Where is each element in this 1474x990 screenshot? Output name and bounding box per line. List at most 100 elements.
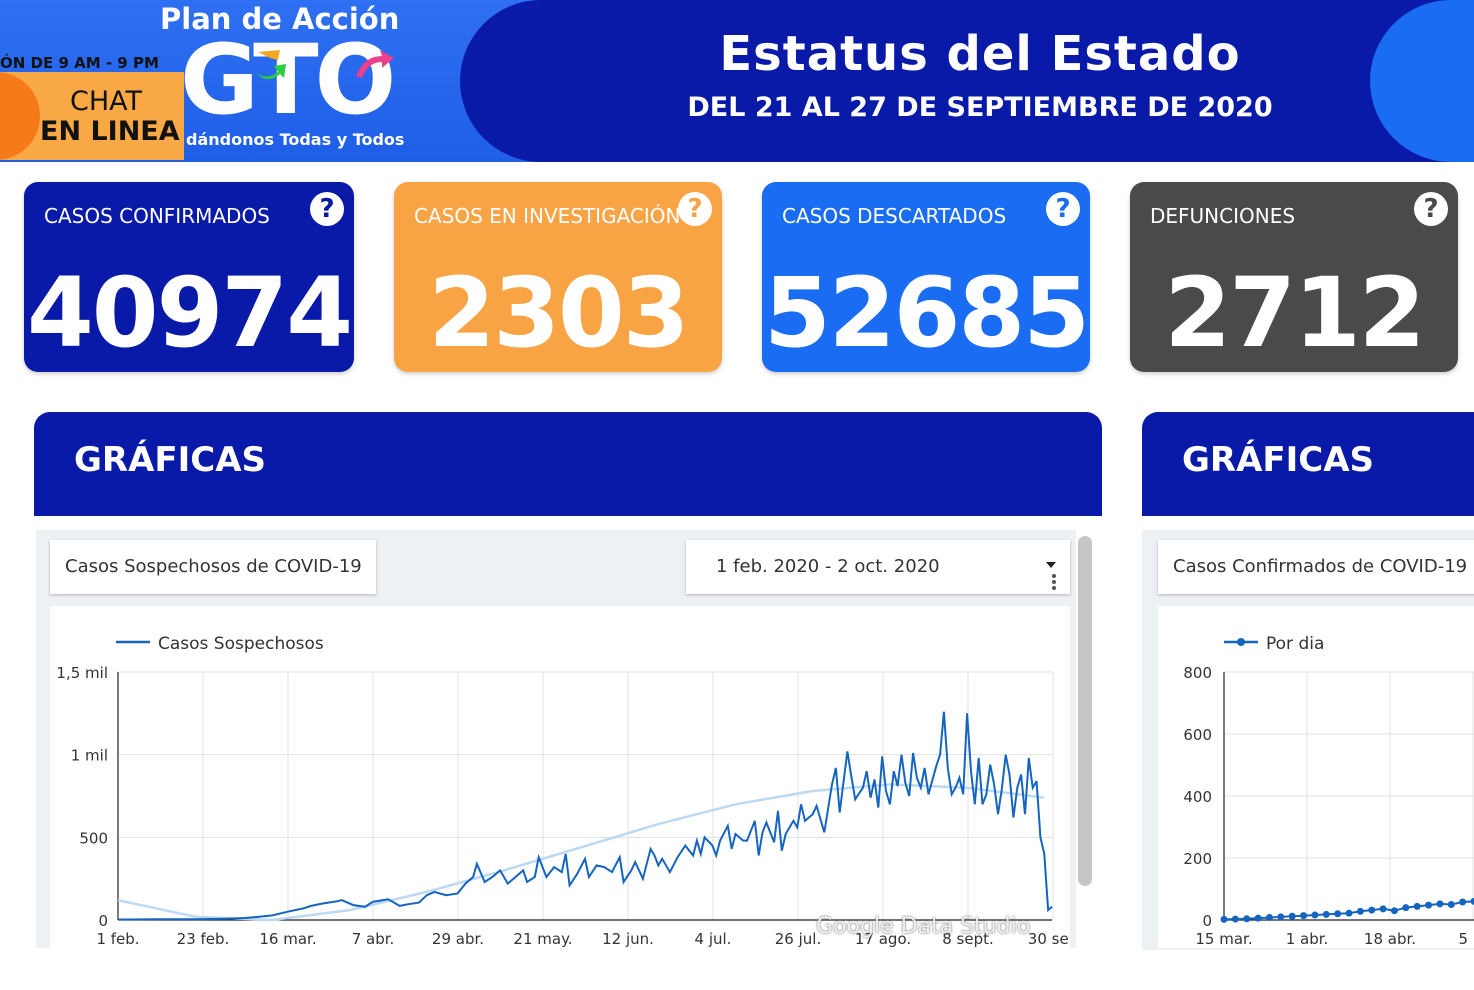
x-tick-label: 12 jun. xyxy=(602,930,654,948)
x-tick-label: 1 feb. xyxy=(96,930,139,948)
x-tick-label: 16 mar. xyxy=(259,930,316,948)
x-tick-label: 7 abr. xyxy=(352,930,395,948)
data-point xyxy=(1231,915,1239,923)
data-point xyxy=(1220,915,1228,923)
data-point xyxy=(1413,902,1421,910)
data-point xyxy=(1345,909,1353,917)
header-banner: Plan de Acción GTO dándonos Todas y Todo… xyxy=(0,0,1474,162)
y-tick-label: 500 xyxy=(79,829,108,847)
data-point xyxy=(1288,912,1296,920)
chevron-down-icon[interactable] xyxy=(1046,562,1056,568)
pink-arrow-icon xyxy=(356,50,394,78)
data-point xyxy=(1368,906,1376,914)
data-point xyxy=(1436,900,1444,908)
date-range-picker[interactable]: 1 feb. 2020 - 2 oct. 2020 xyxy=(686,540,1070,594)
x-tick-label: 21 may. xyxy=(513,930,572,948)
card-investigation-cases: CASOS EN INVESTIGACIÓN ? 2303 xyxy=(394,182,722,372)
data-point xyxy=(1265,914,1273,922)
help-icon[interactable]: ? xyxy=(678,192,712,226)
trend-line xyxy=(117,783,1045,922)
x-tick-label: 15 mar. xyxy=(1195,930,1252,948)
data-point xyxy=(1447,901,1455,908)
help-icon[interactable]: ? xyxy=(310,192,344,226)
panel-header: GRÁFICAS xyxy=(1142,412,1474,516)
chart-title-chip: Casos Confirmados de COVID-19 xyxy=(1158,540,1474,594)
x-tick-label: 23 feb. xyxy=(177,930,230,948)
chat-label-line2[interactable]: EN LINEA xyxy=(40,116,180,147)
y-tick-label: 1,5 mil xyxy=(56,664,108,682)
x-tick-label: 29 abr. xyxy=(432,930,484,948)
x-tick-label: 1 abr. xyxy=(1286,930,1329,948)
line-chart-suspected: Casos Sospechosos 1,5 mil 1 mil 500 01 feb. 2… xyxy=(56,634,1078,948)
card-value: 40974 xyxy=(27,257,353,369)
chat-hours: ÓN DE 9 AM - 9 PM xyxy=(0,54,159,72)
help-icon[interactable]: ? xyxy=(1414,192,1448,226)
data-point xyxy=(1334,910,1342,918)
line-chart-confirmed: Por dia 800 600 400 200 015 mar. 1 abr. 18 abr.… xyxy=(1183,634,1474,948)
logo-title: Plan de Acción xyxy=(160,2,400,36)
panel-title: GRÁFICAS xyxy=(1182,440,1375,480)
panel-title: GRÁFICAS xyxy=(74,440,267,480)
y-tick-label: 600 xyxy=(1183,726,1212,744)
chart-legend: Por dia xyxy=(1224,634,1324,654)
page-subtitle: DEL 21 AL 27 DE SEPTIEMBRE DE 2020 xyxy=(687,92,1273,123)
card-value: 2712 xyxy=(1164,257,1425,369)
x-tick-label: 18 abr. xyxy=(1364,930,1416,948)
green-arrow-icon xyxy=(254,50,286,80)
x-tick-label: 26 jul. xyxy=(775,930,821,948)
legend-label: Por dia xyxy=(1266,634,1324,654)
card-label: DEFUNCIONES xyxy=(1150,204,1296,228)
y-tick-label: 1 mil xyxy=(71,747,108,765)
card-discarded-cases: CASOS DESCARTADOS ? 52685 xyxy=(762,182,1090,372)
data-point xyxy=(1425,901,1433,909)
series-line-tail xyxy=(1035,781,1053,913)
data-point xyxy=(1356,907,1364,915)
card-value: 2303 xyxy=(428,257,689,369)
gto-logo: GTO xyxy=(180,24,396,136)
chart-title-chip: Casos Sospechosos de COVID-19 xyxy=(50,540,376,594)
y-tick-label: 0 xyxy=(98,912,108,930)
data-point xyxy=(1243,915,1251,923)
chart-suspected-cases: Casos Sospechosos 1,5 mil 1 mil 500 0 1 feb. 2… xyxy=(50,606,1078,948)
x-tick-label: 17 ago. xyxy=(855,930,911,948)
legend-label: Casos Sospechosos xyxy=(158,634,324,654)
data-point xyxy=(1459,898,1467,906)
more-options-icon[interactable] xyxy=(1052,574,1056,590)
data-point xyxy=(1300,912,1308,920)
panel-header: GRÁFICAS xyxy=(34,412,1102,516)
page-title: Estatus del Estado xyxy=(719,26,1241,82)
logo-tagline: dándonos Todas y Todos xyxy=(186,130,405,149)
card-value: 52685 xyxy=(764,257,1090,369)
data-point xyxy=(1254,914,1262,922)
vertical-scrollbar[interactable] xyxy=(1078,536,1092,886)
data-point xyxy=(1390,907,1398,915)
data-point xyxy=(1311,911,1319,919)
x-tick-label: 8 sept. xyxy=(942,930,994,948)
y-tick-label: 800 xyxy=(1183,664,1212,682)
header-band xyxy=(460,0,1474,162)
x-tick-label: 4 jul. xyxy=(695,930,732,948)
card-label: CASOS EN INVESTIGACIÓN xyxy=(414,204,681,228)
data-point xyxy=(1322,910,1330,918)
card-confirmed-cases: CASOS CONFIRMADOS ? 40974 xyxy=(24,182,354,372)
data-point xyxy=(1277,913,1285,921)
chart-legend: Casos Sospechosos xyxy=(116,634,324,654)
x-tick-label: 30 sep xyxy=(1028,930,1070,948)
date-range-value[interactable]: 1 feb. 2020 - 2 oct. 2020 xyxy=(716,556,940,577)
card-deaths: DEFUNCIONES ? 2712 xyxy=(1130,182,1458,372)
card-label: CASOS CONFIRMADOS xyxy=(44,204,270,228)
chat-label-line1[interactable]: CHAT xyxy=(70,86,143,117)
series-line-suspected xyxy=(117,711,1038,921)
card-label: CASOS DESCARTADOS xyxy=(782,204,1007,228)
y-tick-label: 0 xyxy=(1202,912,1212,930)
data-point xyxy=(1379,905,1387,913)
help-icon[interactable]: ? xyxy=(1046,192,1080,226)
data-point xyxy=(1470,897,1474,905)
data-point xyxy=(1402,904,1410,912)
x-tick-label: 5 m xyxy=(1459,930,1474,948)
chart-confirmed-cases: Por dia 800 600 400 200 0 15 mar. 1 abr. 18 abr.… xyxy=(1158,606,1474,948)
y-tick-label: 200 xyxy=(1183,850,1212,868)
y-tick-label: 400 xyxy=(1183,788,1212,806)
data-studio-watermark: Google Data Studio xyxy=(816,914,1031,939)
